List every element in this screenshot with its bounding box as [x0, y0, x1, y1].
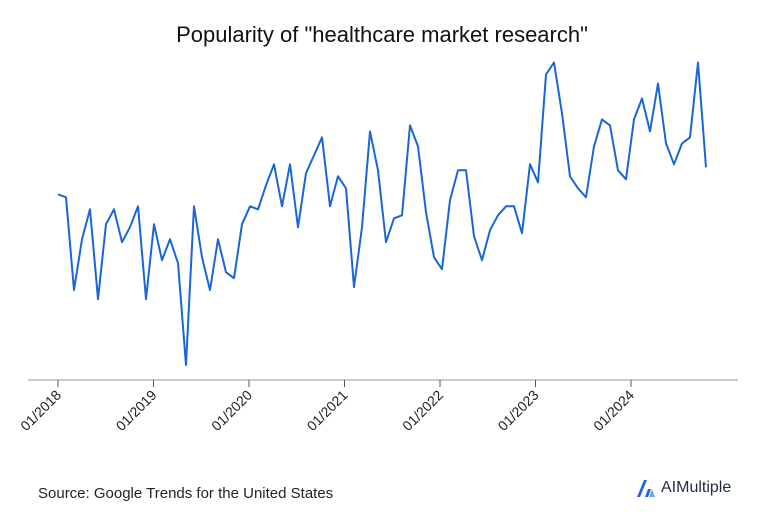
series-line: [57, 61, 707, 366]
x-axis: [28, 379, 738, 387]
x-tick-label: 01/2018: [17, 387, 64, 434]
x-tick-label: 01/2019: [113, 387, 160, 434]
x-tick-label: 01/2023: [495, 387, 542, 434]
brand-name: AIMultiple: [661, 479, 732, 496]
aimultiple-logo-icon: [637, 480, 655, 497]
x-tick-label: 01/2021: [304, 387, 351, 434]
series-group: [57, 61, 707, 366]
x-tick-label: 01/2020: [208, 387, 255, 434]
chart-title: Popularity of "healthcare market researc…: [176, 22, 588, 47]
brand-logo: AIMultiple: [636, 477, 731, 499]
x-tick-labels: 01/2018 01/2019 01/2020 01/2021 01/2022 01/20…: [17, 387, 637, 434]
x-tick-label: 01/2022: [399, 387, 446, 434]
source-note: Source: Google Trends for the United Sta…: [38, 485, 334, 502]
x-tick-label: 01/2024: [590, 387, 637, 434]
